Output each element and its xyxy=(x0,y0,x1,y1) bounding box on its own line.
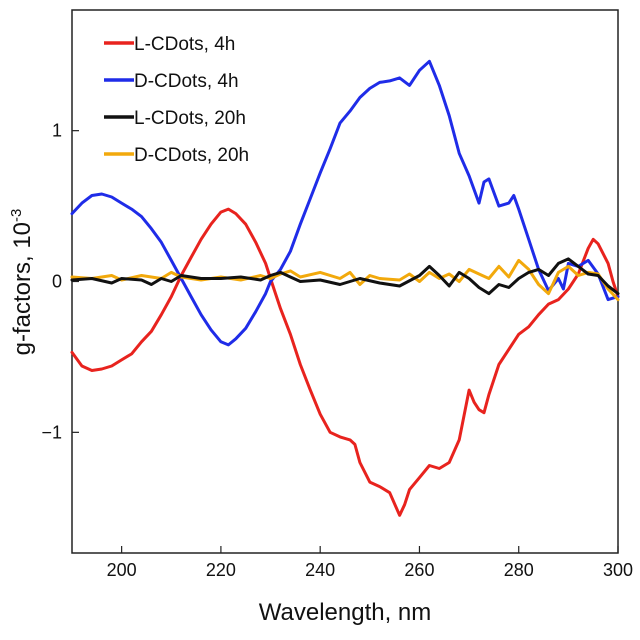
y-axis-label-exponent: -3 xyxy=(8,209,25,222)
series-line-d-cdots-4h xyxy=(70,59,620,347)
legend-label: L-CDots, 20h xyxy=(134,108,246,129)
y-tick-label: 1 xyxy=(52,121,62,141)
legend-label: D-CDots, 4h xyxy=(134,71,239,92)
x-tick-label: 300 xyxy=(603,560,633,580)
x-tick-label: 260 xyxy=(404,560,434,580)
x-tick-label: 200 xyxy=(107,560,137,580)
legend-label: D-CDots, 20h xyxy=(134,145,249,166)
series-layer xyxy=(70,59,620,517)
legend: L-CDots, 4h D-CDots, 4h L-CDots, 20h D-CDot… xyxy=(104,34,249,166)
y-tick-label: 0 xyxy=(52,272,62,292)
x-tick-label: 220 xyxy=(206,560,236,580)
series-line-l-cdots-20h xyxy=(70,257,620,296)
y-tick-label: −1 xyxy=(41,422,62,442)
series-line-l-cdots-4h xyxy=(70,207,620,517)
x-axis-label: Wavelength, nm xyxy=(259,599,432,626)
x-tick-label: 280 xyxy=(504,560,534,580)
legend-label: L-CDots, 4h xyxy=(134,34,235,55)
y-axis-label-text: g-factors, 10 xyxy=(9,222,36,355)
axis-ticks: 200 220 240 260 280 300 −1 0 1 xyxy=(41,121,633,580)
x-tick-label: 240 xyxy=(305,560,335,580)
y-axis-label: g-factors, 10-3 xyxy=(8,209,36,356)
